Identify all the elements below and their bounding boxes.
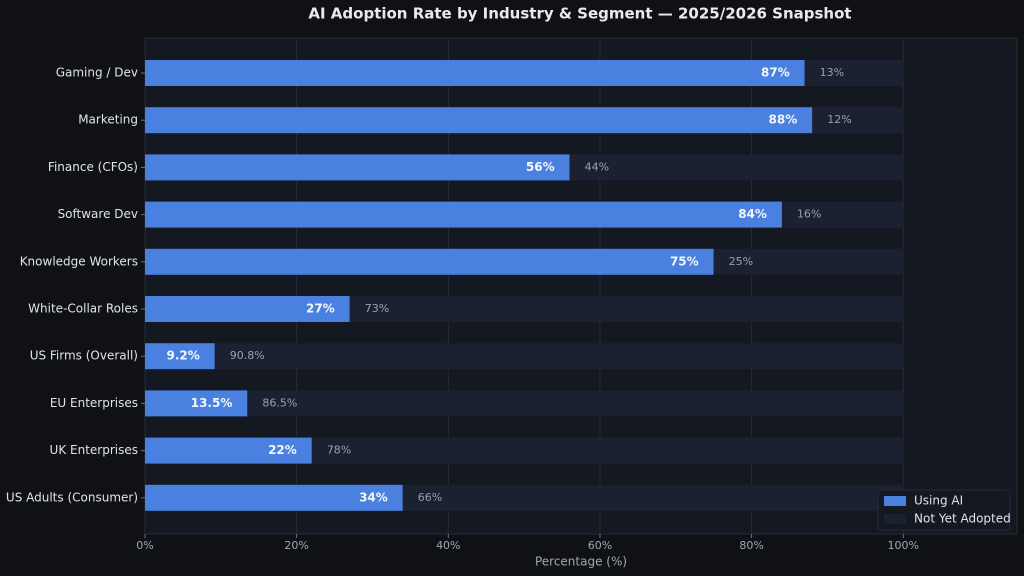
value-label: 34% — [359, 490, 388, 504]
value-label: 56% — [526, 160, 555, 174]
y-tick-label: US Adults (Consumer) — [6, 490, 138, 504]
value-label: 78% — [327, 444, 351, 457]
x-tick-label: 40% — [436, 539, 460, 552]
value-label: 9.2% — [166, 349, 199, 363]
value-label: 87% — [761, 66, 790, 80]
y-tick-label: Software Dev — [58, 207, 138, 221]
bar-segment — [349, 296, 904, 322]
bar-segment — [145, 107, 813, 134]
value-label: 86.5% — [262, 396, 297, 409]
y-tick-label: Marketing — [78, 113, 138, 127]
bar-segment — [812, 107, 904, 134]
value-label: 25% — [729, 255, 753, 268]
y-tick-label: US Firms (Overall) — [30, 349, 138, 363]
bar-segment — [145, 484, 403, 511]
y-tick-label: EU Enterprises — [50, 396, 138, 410]
bar-segment — [145, 296, 350, 322]
x-tick-label: 20% — [284, 539, 308, 552]
bar-segment — [713, 248, 904, 275]
y-tick-label: Gaming / Dev — [56, 66, 138, 80]
value-label: 13% — [820, 66, 844, 79]
bar-segment — [145, 248, 714, 275]
value-label: 88% — [769, 113, 798, 127]
value-label: 16% — [797, 208, 821, 221]
bar-segment — [145, 390, 248, 417]
chart-title: AI Adoption Rate by Industry & Segment —… — [308, 5, 851, 23]
bar-segment — [402, 484, 904, 511]
bar-segment — [145, 60, 805, 86]
legend-label: Using AI — [914, 494, 963, 508]
value-label: 44% — [585, 160, 609, 173]
bar-segment — [145, 343, 215, 370]
legend-box — [877, 489, 1011, 531]
bar-segment — [145, 154, 570, 181]
value-label: 90.8% — [230, 349, 265, 362]
x-tick-label: 0% — [136, 539, 153, 552]
x-axis-label: Percentage (%) — [535, 555, 627, 569]
x-tick-label: 100% — [888, 539, 919, 552]
bar-segment — [145, 437, 312, 464]
value-label: 22% — [268, 443, 297, 457]
bar-segment — [145, 201, 782, 228]
value-label: 13.5% — [191, 396, 233, 410]
bar-segment — [311, 437, 904, 464]
y-tick-label: UK Enterprises — [50, 443, 138, 457]
value-label: 66% — [418, 491, 442, 504]
value-label: 73% — [365, 302, 389, 315]
y-tick-label: Knowledge Workers — [20, 254, 138, 268]
bar-segment — [247, 390, 904, 417]
legend-label: Not Yet Adopted — [914, 512, 1011, 526]
value-label: 27% — [306, 302, 335, 316]
y-tick-label: Finance (CFOs) — [48, 160, 138, 174]
value-label: 84% — [738, 207, 767, 221]
x-tick-label: 60% — [588, 539, 612, 552]
bar-segment — [214, 343, 904, 370]
x-tick-label: 80% — [739, 539, 763, 552]
value-label: 12% — [827, 113, 851, 126]
legend-swatch — [884, 514, 906, 524]
bar-segment — [781, 201, 904, 228]
bar-segment — [804, 60, 904, 86]
bar-segment — [569, 154, 904, 181]
y-tick-label: White-Collar Roles — [28, 302, 138, 316]
legend-swatch — [884, 496, 906, 506]
value-label: 75% — [670, 254, 699, 268]
